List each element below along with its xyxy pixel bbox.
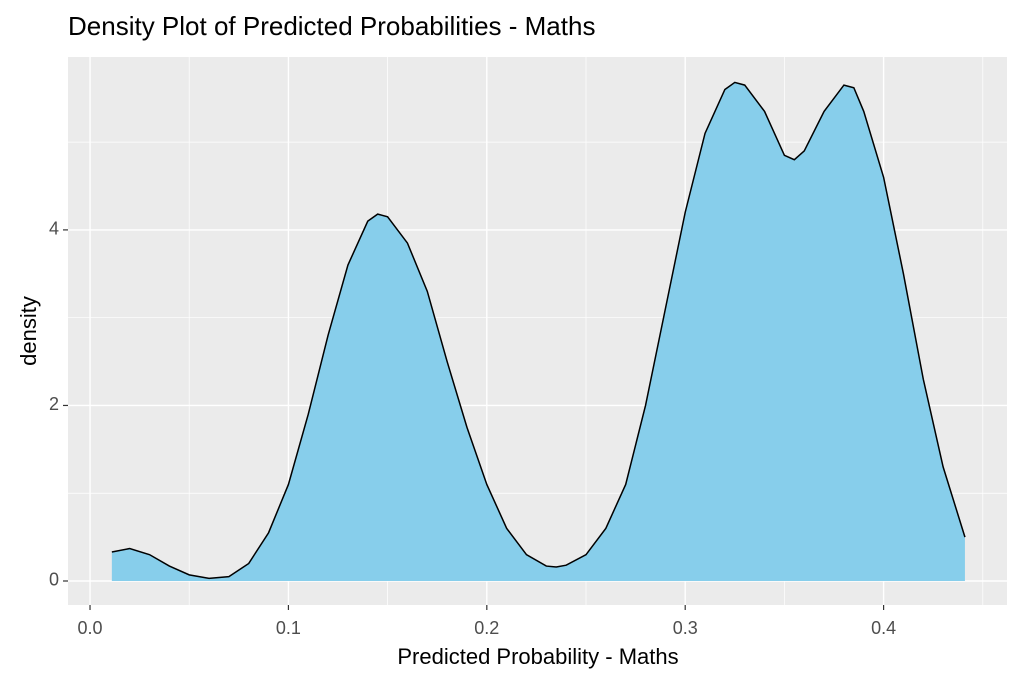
x-tick-label: 0.3 (673, 618, 698, 638)
x-tick-label: 0.4 (871, 618, 896, 638)
density-area (111, 82, 965, 581)
x-axis-label: Predicted Probability - Maths (397, 644, 678, 669)
y-axis-label: density (16, 296, 41, 366)
x-tick-label: 0.1 (276, 618, 301, 638)
density-line (111, 81, 966, 580)
y-tick-label: 4 (49, 219, 59, 239)
y-tick-label: 0 (49, 570, 59, 590)
chart-title: Density Plot of Predicted Probabilities … (68, 11, 595, 41)
y-tick-label: 2 (49, 394, 59, 414)
x-tick-label: 0.0 (78, 618, 103, 638)
x-tick-label: 0.2 (474, 618, 499, 638)
